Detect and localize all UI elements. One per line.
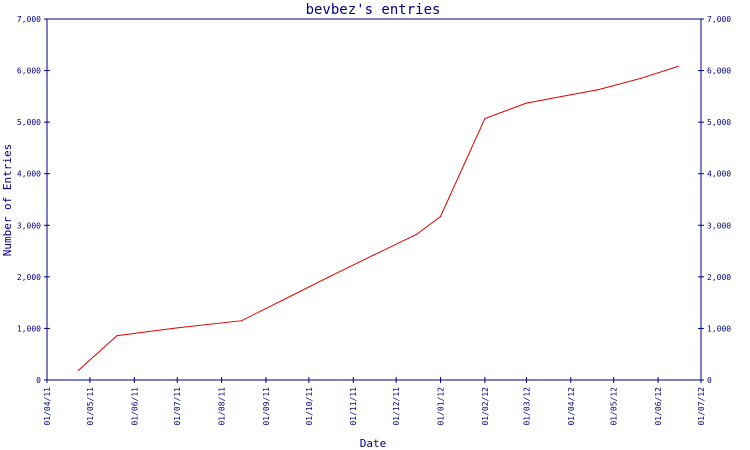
x-tick-label: 01/05/12 bbox=[610, 387, 619, 426]
data-point bbox=[570, 94, 572, 96]
data-point bbox=[372, 254, 374, 256]
data-point bbox=[285, 297, 287, 300]
y-tick-label-left: 6,000 bbox=[17, 67, 41, 76]
y-tick-label-right: 1,000 bbox=[707, 324, 731, 333]
x-tick-label: 01/07/12 bbox=[697, 387, 706, 426]
y-tick-label-left: 2,000 bbox=[17, 273, 41, 282]
chart-title: bevbez's entries bbox=[306, 2, 441, 18]
x-axis: 01/04/11 01/05/11 01/06/11 01/07/11 01/08/11… bbox=[43, 377, 706, 426]
x-tick-label: 01/02/12 bbox=[481, 387, 490, 426]
y-tick-label-left: 7,000 bbox=[17, 15, 41, 24]
data-point bbox=[415, 233, 417, 236]
y-tick-label-right: 4,000 bbox=[707, 170, 731, 179]
data-point bbox=[176, 327, 178, 329]
x-tick-label: 01/06/11 bbox=[130, 387, 139, 426]
plot-frame bbox=[46, 18, 702, 381]
x-tick-label: 01/06/12 bbox=[654, 387, 663, 426]
y-tick-label-left: 5,000 bbox=[17, 118, 41, 127]
x-tick-label: 01/01/12 bbox=[437, 387, 446, 426]
x-tick-label: 01/04/12 bbox=[567, 387, 576, 426]
y-tick-label-right: 5,000 bbox=[707, 118, 731, 127]
data-point bbox=[439, 215, 442, 218]
y-tick-label-right: 2,000 bbox=[707, 273, 731, 282]
data-point bbox=[77, 369, 80, 371]
x-tick-label: 01/04/11 bbox=[43, 387, 52, 426]
x-tick-label: 01/11/11 bbox=[349, 387, 358, 426]
data-point bbox=[525, 102, 528, 104]
data-point bbox=[328, 276, 330, 278]
x-tick-label: 01/03/12 bbox=[522, 387, 531, 426]
data-point bbox=[677, 65, 679, 68]
series-layer bbox=[77, 65, 679, 371]
y-tick-label-right: 6,000 bbox=[707, 67, 731, 76]
y-tick-label-left: 1,000 bbox=[17, 324, 41, 333]
data-point bbox=[241, 320, 243, 322]
data-point bbox=[116, 335, 118, 337]
y-tick-label-right: 0 bbox=[707, 376, 712, 385]
y-tick-label-right: 3,000 bbox=[707, 221, 731, 230]
series-line bbox=[78, 65, 679, 371]
x-tick-label: 01/07/11 bbox=[173, 387, 182, 426]
x-tick-label: 01/12/11 bbox=[392, 387, 401, 426]
y-axis-right: 0 1,000 2,000 3,000 4,000 5,000 6,000 7,000 bbox=[698, 15, 731, 385]
y-tick-label-left: 0 bbox=[36, 376, 41, 385]
x-tick-label: 01/10/11 bbox=[305, 387, 314, 426]
y-tick-label-right: 7,000 bbox=[707, 15, 731, 24]
y-axis-label: Number of Entries bbox=[1, 144, 14, 257]
y-tick-label-left: 4,000 bbox=[17, 170, 41, 179]
y-axis-left: 0 1,000 2,000 3,000 4,000 5,000 6,000 7,000 bbox=[17, 15, 50, 385]
x-axis-label: Date bbox=[360, 437, 387, 450]
data-point bbox=[640, 77, 642, 79]
data-point bbox=[484, 117, 486, 120]
y-tick-label-left: 3,000 bbox=[17, 221, 41, 230]
x-tick-label: 01/08/11 bbox=[218, 387, 227, 426]
x-tick-label: 01/09/11 bbox=[262, 387, 271, 426]
data-point bbox=[597, 89, 599, 91]
x-tick-label: 01/05/11 bbox=[86, 387, 95, 426]
